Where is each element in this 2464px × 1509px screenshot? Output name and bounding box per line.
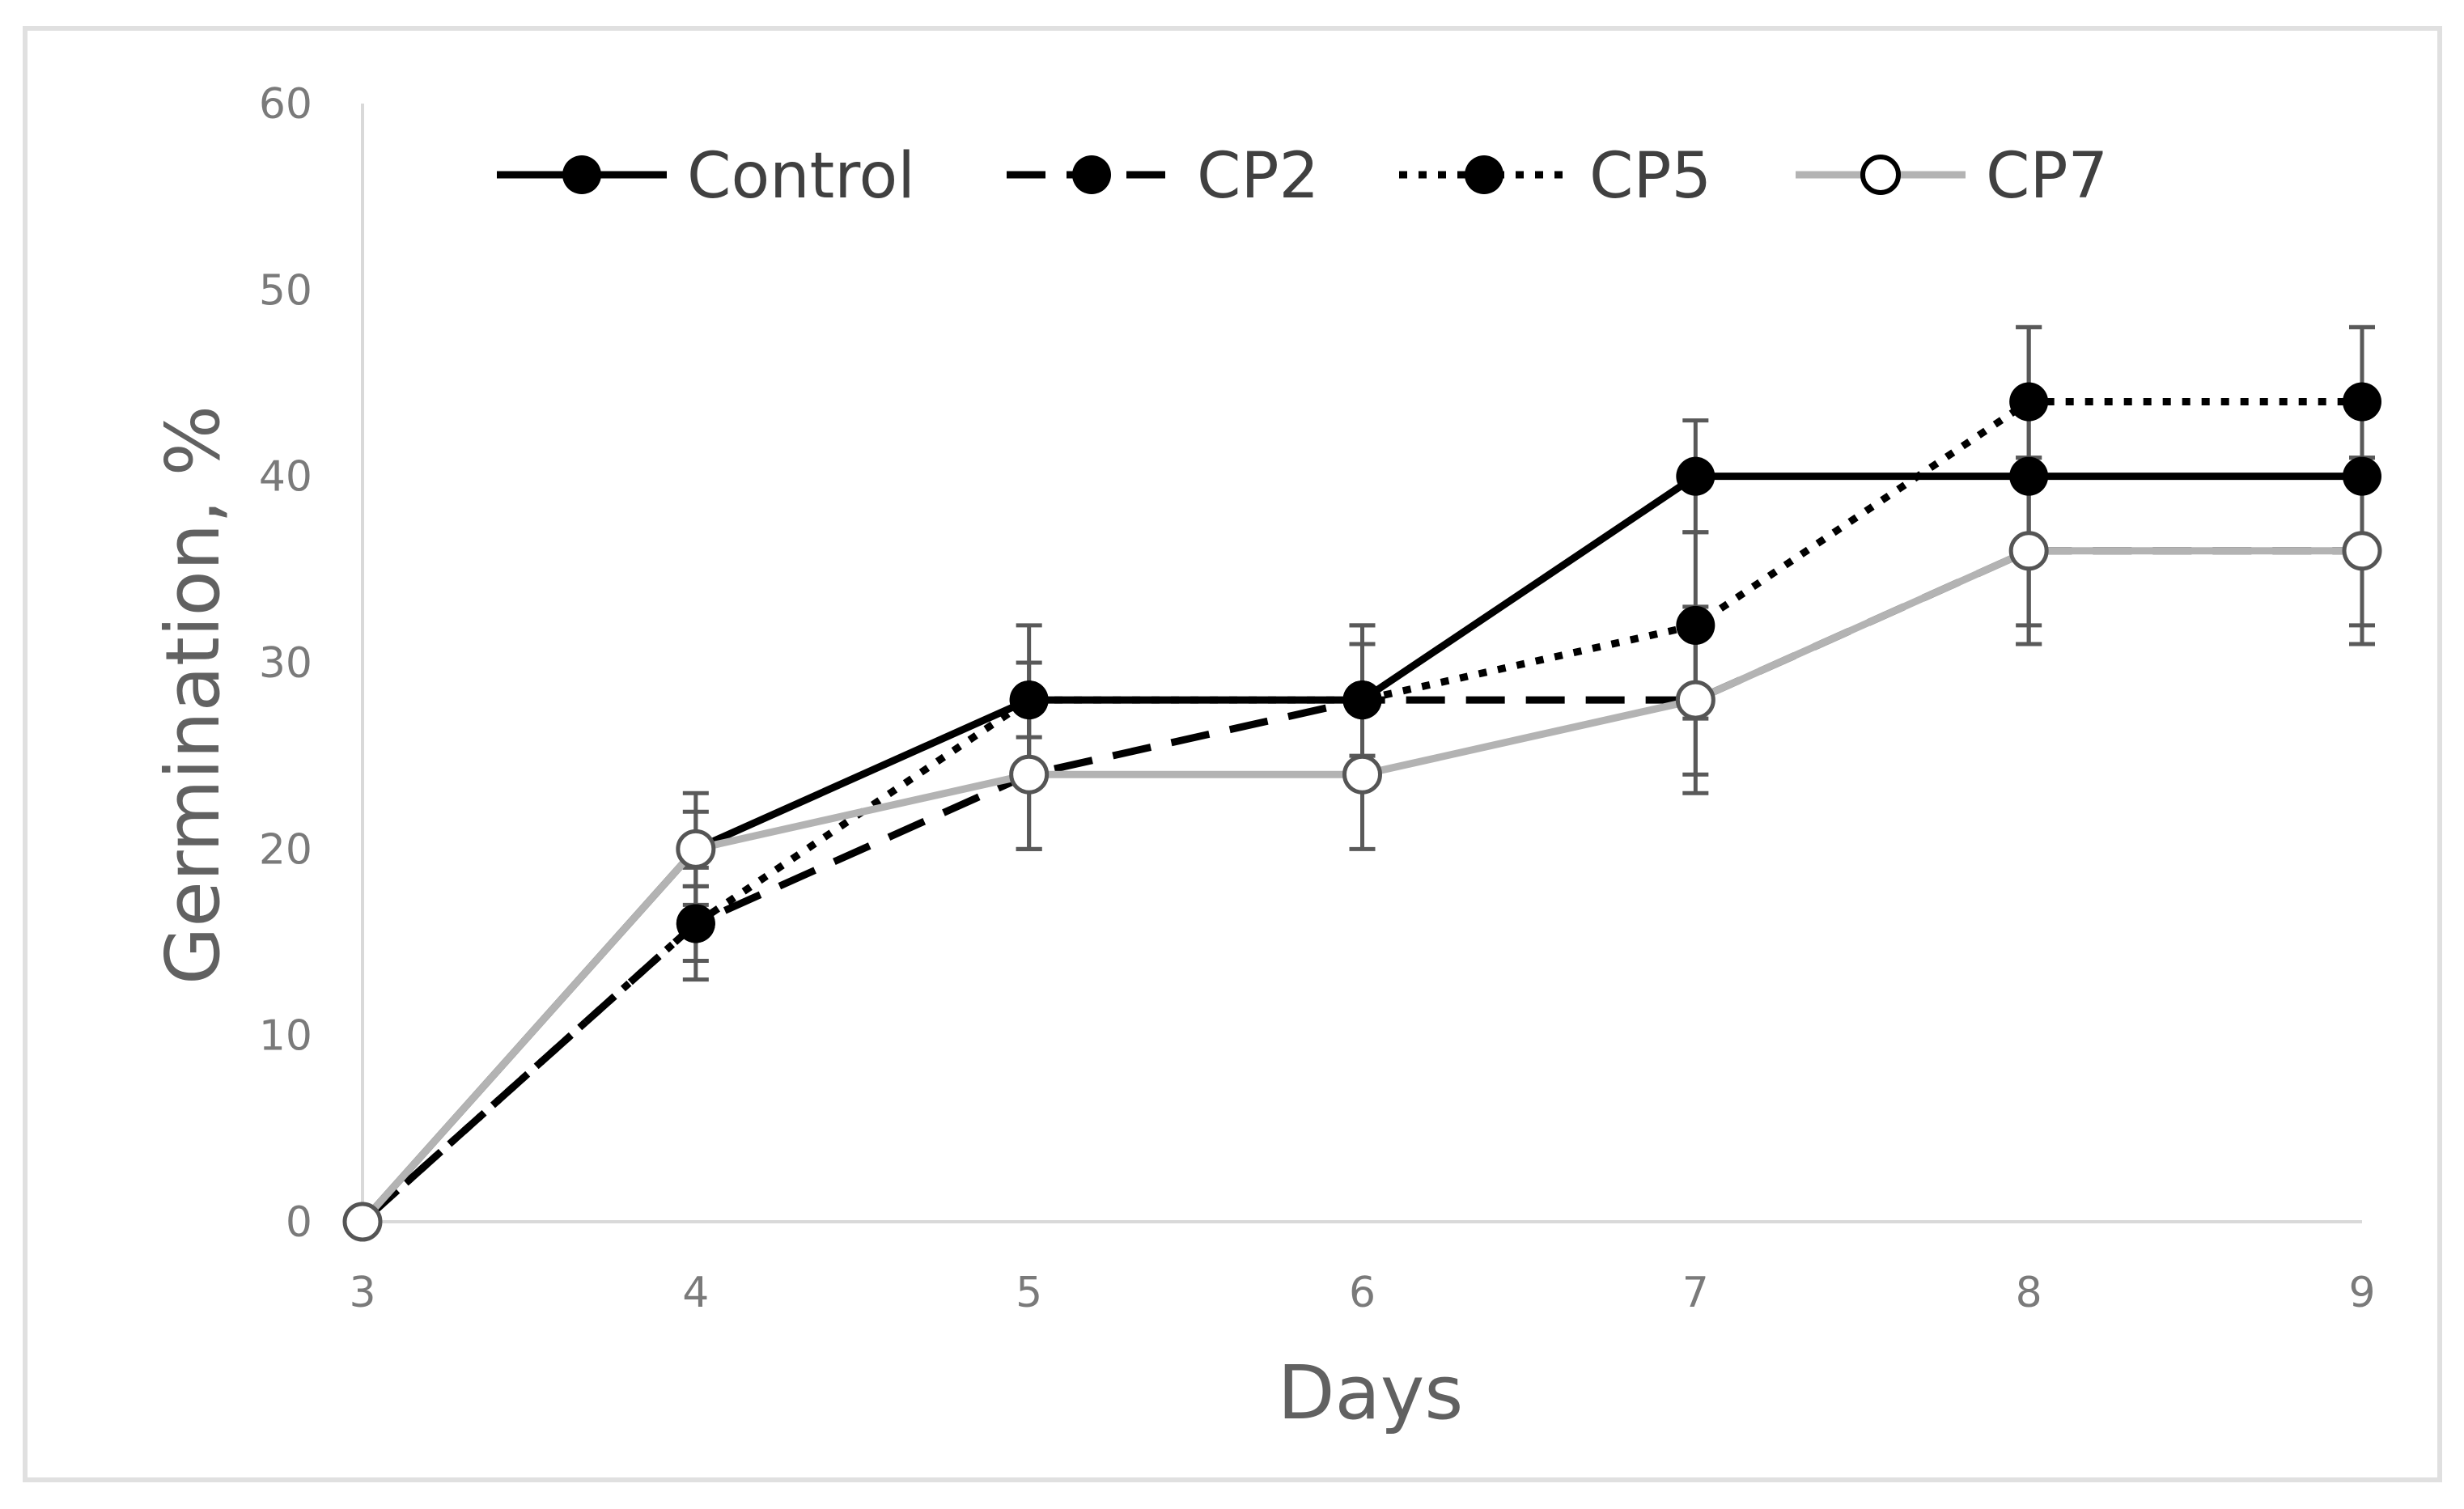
data-point-control [1676, 456, 1715, 496]
y-tick-label: 60 [259, 80, 312, 129]
data-point-cp5 [2009, 382, 2049, 422]
x-tick-label: 6 [1349, 1269, 1376, 1317]
marker-layer [342, 382, 2382, 1242]
legend-marker-cp5 [1465, 155, 1503, 194]
data-point-control [2343, 456, 2381, 496]
data-point-cp7 [342, 1202, 383, 1242]
x-tick-label: 4 [682, 1269, 709, 1317]
data-point-cp7 [1675, 680, 1715, 720]
data-point-cp5 [1342, 680, 1382, 720]
y-tick-label: 50 [259, 266, 312, 315]
legend-label-cp7: CP7 [1986, 140, 2108, 213]
y-tick-label: 40 [259, 453, 312, 502]
error-bar-layer [682, 324, 2375, 982]
axes-layer: 0 10 20 30 40 50 60 3 4 5 6 7 8 9 [259, 80, 2376, 1317]
x-tick-label: 5 [1016, 1269, 1042, 1317]
data-point-cp5 [1676, 605, 1715, 645]
germination-line-chart: 0 10 20 30 40 50 60 3 4 5 6 7 8 9 Control CP2 CP5 CP7 Da… [150, 80, 2382, 1436]
y-tick-label: 0 [286, 1198, 312, 1247]
legend-marker-control [562, 155, 601, 194]
chart-frame: 0 10 20 30 40 50 60 3 4 5 6 7 8 9 Control CP2 CP5 CP7 Da… [23, 26, 2442, 1482]
legend-label-cp5: CP5 [1589, 140, 1711, 213]
data-point-control [2009, 456, 2049, 496]
x-tick-label: 9 [2348, 1269, 2375, 1317]
legend-marker-cp7 [1860, 155, 1901, 195]
x-tick-label: 3 [349, 1269, 375, 1317]
x-axis-title: Days [1278, 1350, 1464, 1436]
data-point-cp5 [2343, 382, 2381, 422]
y-tick-label: 10 [259, 1012, 312, 1061]
data-point-cp7 [1342, 754, 1382, 795]
legend-label-cp2: CP2 [1197, 140, 1319, 213]
data-point-cp7 [2008, 531, 2049, 571]
legend: Control CP2 CP5 CP7 [497, 140, 2108, 213]
data-point-cp7 [676, 829, 716, 869]
data-point-cp7 [2342, 531, 2382, 571]
x-tick-label: 8 [2016, 1269, 2042, 1317]
y-axis-title: Germination, % [150, 405, 236, 985]
legend-marker-cp2 [1072, 155, 1111, 194]
x-tick-label: 7 [1682, 1269, 1709, 1317]
y-tick-label: 20 [259, 825, 312, 874]
y-tick-label: 30 [259, 639, 312, 688]
data-point-cp5 [1009, 680, 1049, 720]
data-point-cp7 [1009, 754, 1050, 795]
legend-label-control: Control [687, 140, 915, 213]
data-point-cp5 [676, 904, 715, 943]
